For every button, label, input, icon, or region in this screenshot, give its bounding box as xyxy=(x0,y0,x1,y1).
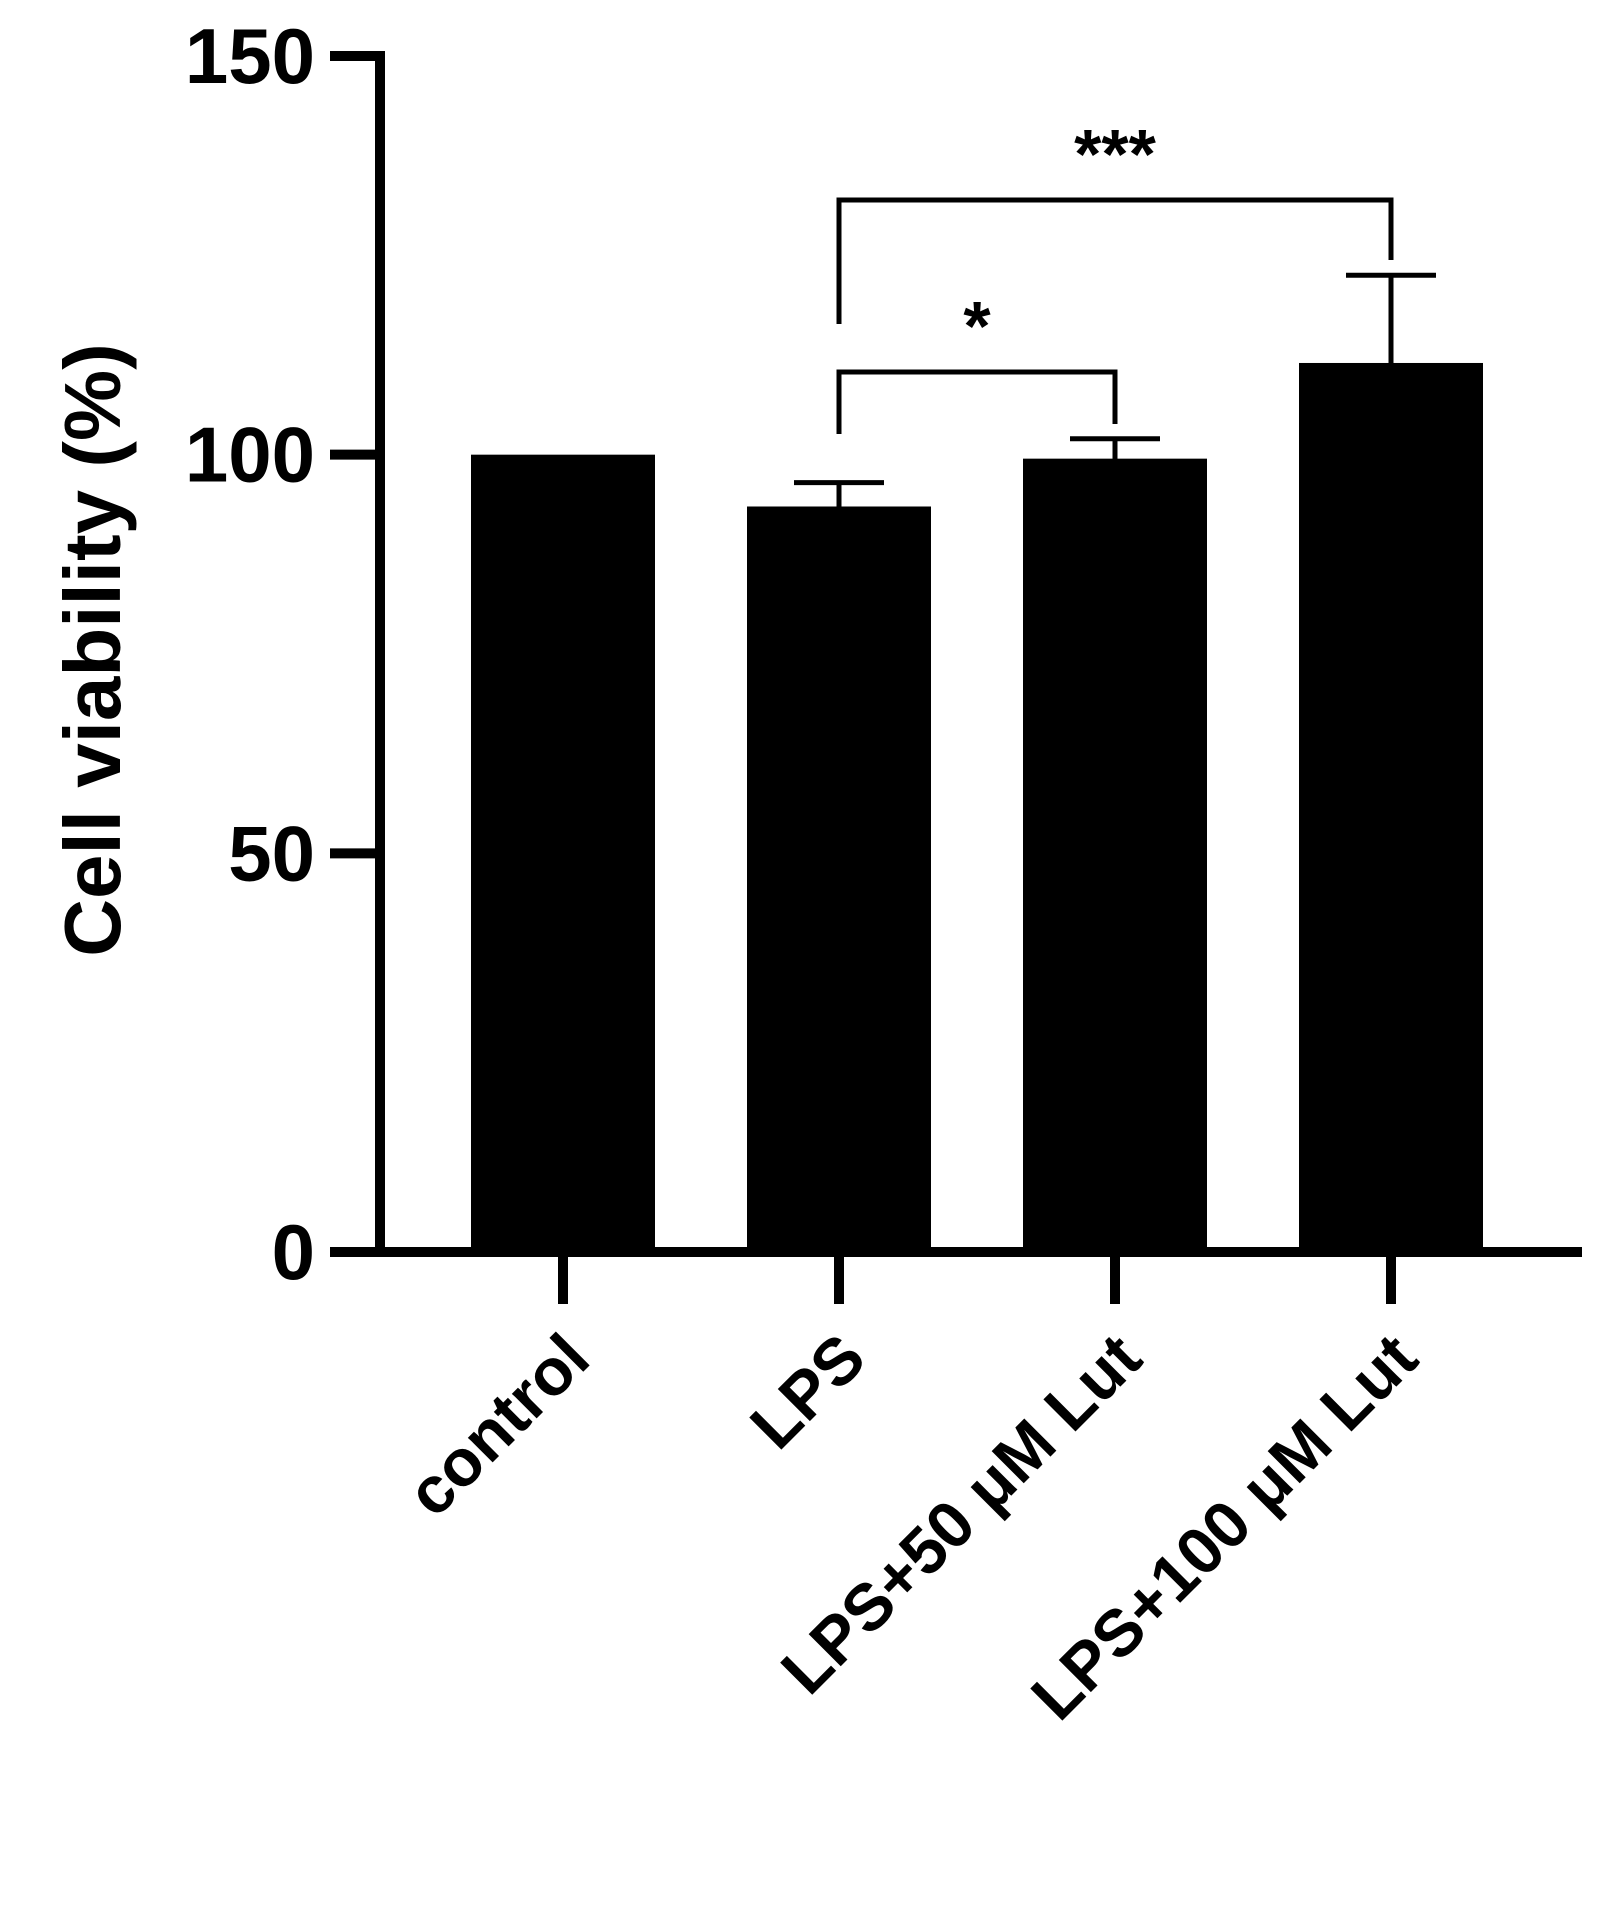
bar-4 xyxy=(1299,362,1483,1252)
significance-bracket-line xyxy=(836,197,1394,324)
error-bar-4 xyxy=(1346,272,1436,365)
significance-bracket-2: *** xyxy=(836,115,1394,324)
bars-layer xyxy=(471,362,1483,1253)
bar-3 xyxy=(1023,458,1207,1252)
y-tick-label-150: 150 xyxy=(185,12,315,100)
y-tick-label-100: 100 xyxy=(185,411,315,499)
x-tick-label-2: LPS xyxy=(736,1320,879,1463)
significance-label: *** xyxy=(1074,115,1156,193)
y-tick-label-0: 0 xyxy=(272,1208,315,1296)
bar-2 xyxy=(747,506,931,1252)
error-bars-layer xyxy=(794,272,1436,509)
bar-1 xyxy=(471,454,655,1253)
y-tick-label-50: 50 xyxy=(228,809,315,897)
significance-layer: **** xyxy=(836,115,1394,434)
error-bar-2 xyxy=(794,480,884,509)
significance-bracket-line xyxy=(836,369,1118,434)
x-tick-label-1: control xyxy=(392,1320,602,1530)
y-axis-label: Cell viability (%) xyxy=(48,343,137,956)
significance-label: * xyxy=(963,287,991,365)
significance-bracket-1: * xyxy=(836,287,1118,434)
axes-layer xyxy=(330,51,1582,1304)
error-bar-3 xyxy=(1070,436,1160,461)
